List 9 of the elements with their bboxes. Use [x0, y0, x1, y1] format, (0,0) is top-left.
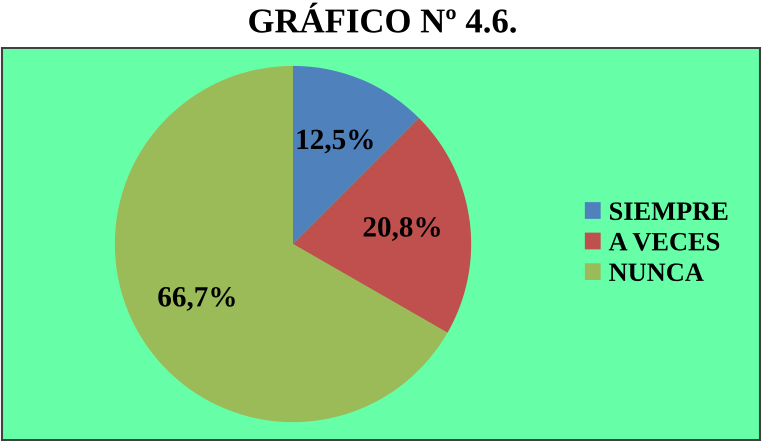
legend-label: NUNCA — [609, 263, 704, 282]
pie-slice — [293, 118, 472, 333]
data-label: 66,7% — [158, 286, 235, 311]
legend-label: SIEMPRE — [610, 202, 728, 220]
legend-label: A VECES — [608, 232, 720, 251]
data-label: 20,8% — [364, 217, 440, 241]
data-label: 12,5% — [298, 130, 373, 154]
pie-slice — [114, 66, 448, 422]
chart-title: GRÁFICO Nº 4.6. — [249, 2, 516, 33]
